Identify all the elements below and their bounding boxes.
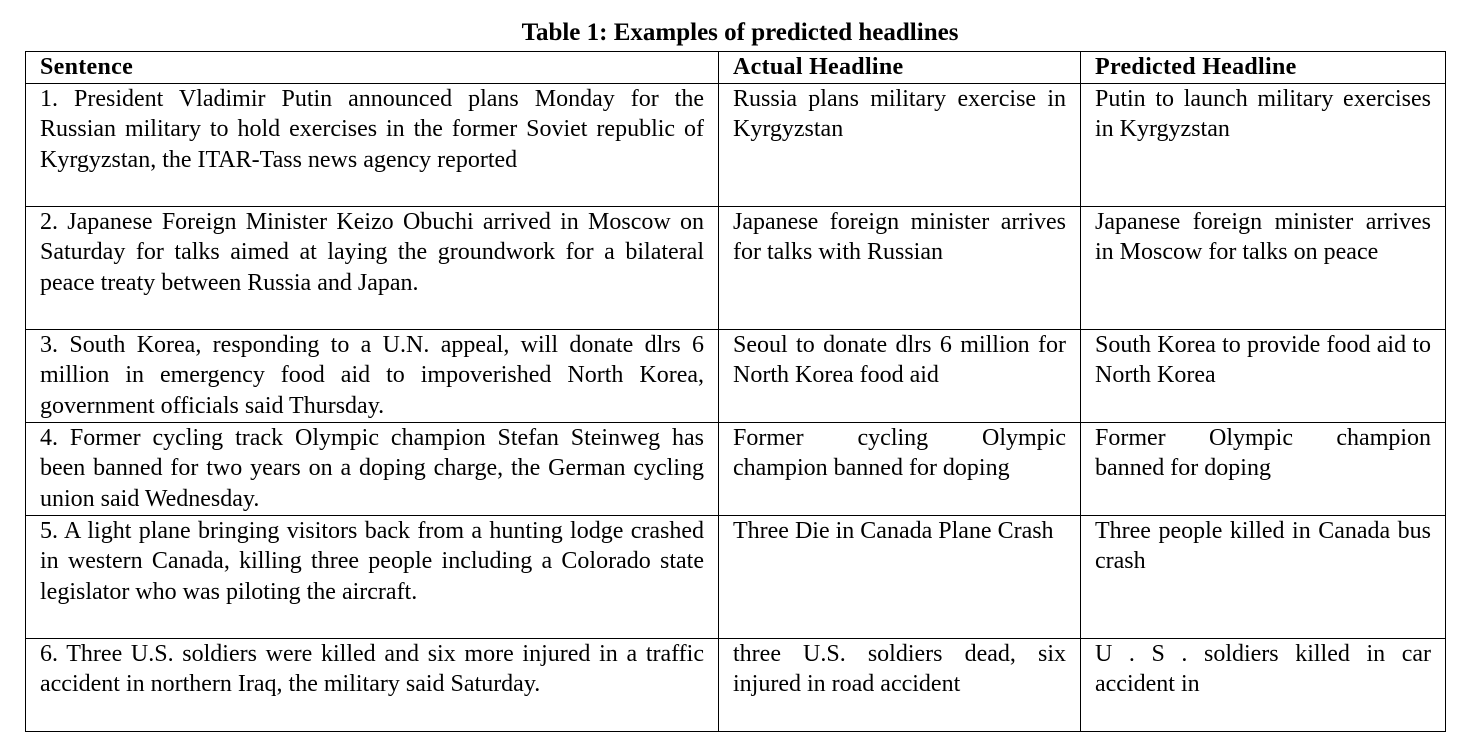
header-row: Sentence Actual Headline Predicted Headl… xyxy=(25,51,1446,84)
sentence-cell: 6. Three U.S. soldiers were killed and s… xyxy=(25,637,719,732)
predicted-headline-cell: Putin to launch military exercises in Ky… xyxy=(1080,82,1446,207)
actual-headline-cell: Seoul to donate dlrs 6 million for North… xyxy=(718,328,1081,423)
predicted-headline-cell: Three people killed in Canada bus crash xyxy=(1080,514,1446,639)
sentence-cell: 5. A light plane bringing visitors back … xyxy=(25,514,719,639)
sentence-cell: 1. President Vladimir Putin announced pl… xyxy=(25,82,719,207)
header-predicted-headline: Predicted Headline xyxy=(1080,51,1446,84)
predicted-headline-cell: Japanese foreign minister arrives in Mos… xyxy=(1080,205,1446,330)
table-row: 6. Three U.S. soldiers were killed and s… xyxy=(25,637,1446,732)
table-row: 5. A light plane bringing visitors back … xyxy=(25,514,1446,639)
sentence-cell: 2. Japanese Foreign Minister Keizo Obuch… xyxy=(25,205,719,330)
table-row: 3. South Korea, responding to a U.N. app… xyxy=(25,328,1446,423)
actual-headline-cell: Former cycling Olympic champion banned f… xyxy=(718,421,1081,516)
header-sentence: Sentence xyxy=(25,51,719,84)
actual-headline-cell: Russia plans military exercise in Kyrgyz… xyxy=(718,82,1081,207)
predicted-headline-cell: Former Olympic champion banned for dopin… xyxy=(1080,421,1446,516)
actual-headline-cell: Three Die in Canada Plane Crash xyxy=(718,514,1081,639)
headlines-table: Sentence Actual Headline Predicted Headl… xyxy=(25,51,1446,732)
predicted-headline-cell: U . S . soldiers killed in car accident … xyxy=(1080,637,1446,732)
header-actual-headline: Actual Headline xyxy=(718,51,1081,84)
sentence-cell: 4. Former cycling track Olympic champion… xyxy=(25,421,719,516)
table-row: 4. Former cycling track Olympic champion… xyxy=(25,421,1446,516)
actual-headline-cell: three U.S. soldiers dead, six injured in… xyxy=(718,637,1081,732)
actual-headline-cell: Japanese foreign minister arrives for ta… xyxy=(718,205,1081,330)
table-row: 1. President Vladimir Putin announced pl… xyxy=(25,82,1446,207)
predicted-headline-cell: South Korea to provide food aid to North… xyxy=(1080,328,1446,423)
sentence-cell: 3. South Korea, responding to a U.N. app… xyxy=(25,328,719,423)
table-row: 2. Japanese Foreign Minister Keizo Obuch… xyxy=(25,205,1446,330)
table-caption: Table 1: Examples of predicted headlines xyxy=(521,19,959,46)
